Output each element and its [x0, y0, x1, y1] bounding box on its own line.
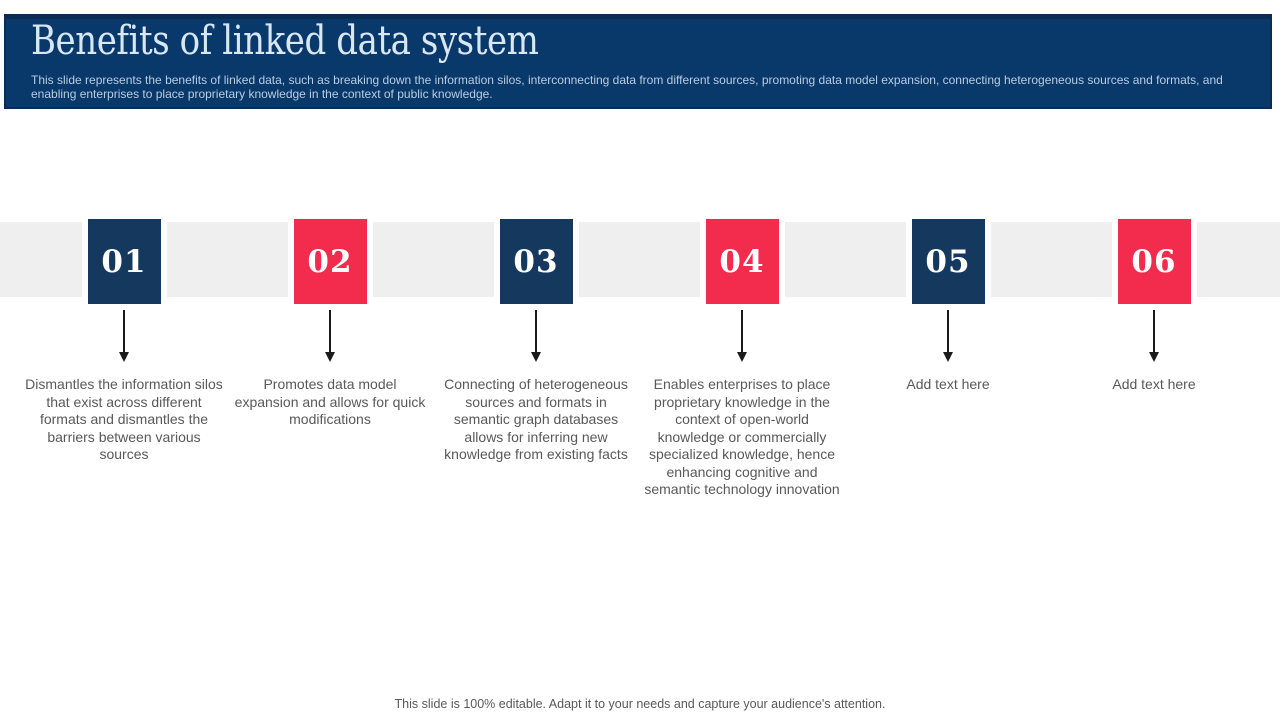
step-column: 02 Promotes data model expansion and all… — [227, 219, 433, 499]
step-number-badge: 04 — [699, 219, 785, 304]
steps-row: 01 Dismantles the information silos that… — [21, 219, 1257, 499]
arrow-head — [1149, 352, 1159, 362]
slide-footer-note: This slide is 100% editable. Adapt it to… — [394, 697, 886, 711]
step-number: 05 — [925, 243, 971, 280]
slide-subtitle: This slide represents the benefits of li… — [31, 73, 1223, 101]
timeline-band — [0, 222, 1280, 297]
step-column: 05 Add text here — [845, 219, 1051, 499]
text-placeholder[interactable]: Add text here — [1112, 376, 1196, 392]
down-arrow-icon — [530, 310, 542, 362]
arrow-head — [325, 352, 335, 362]
down-arrow-icon — [118, 310, 130, 362]
arrow-line — [947, 310, 949, 353]
down-arrow-icon — [942, 310, 954, 362]
step-column: 03 Connecting of heterogeneous sources a… — [433, 219, 639, 499]
step-column: 01 Dismantles the information silos that… — [21, 219, 227, 499]
arrow-head — [737, 352, 747, 362]
step-description: Connecting of heterogeneous sources and … — [444, 376, 628, 462]
text-placeholder[interactable]: Add text here — [906, 376, 990, 392]
arrow-head — [531, 352, 541, 362]
step-number-badge: 02 — [287, 219, 373, 304]
step-description: Dismantles the information silos that ex… — [25, 376, 223, 462]
step-number: 02 — [307, 243, 353, 280]
arrow-line — [1153, 310, 1155, 353]
step-number: 06 — [1131, 243, 1177, 280]
step-description: Promotes data model expansion and allows… — [234, 376, 426, 427]
step-number-badge: 05 — [905, 219, 991, 304]
arrow-head — [943, 352, 953, 362]
step-number: 04 — [719, 243, 765, 280]
down-arrow-icon — [1148, 310, 1160, 362]
slide-title: Benefits of linked data system — [31, 18, 539, 64]
step-column: 06 Add text here — [1051, 219, 1257, 499]
step-description: Enables enterprises to place proprietary… — [644, 376, 840, 497]
down-arrow-icon — [736, 310, 748, 362]
arrow-head — [119, 352, 129, 362]
arrow-line — [535, 310, 537, 353]
step-number: 03 — [513, 243, 559, 280]
arrow-line — [123, 310, 125, 353]
step-number: 01 — [101, 243, 147, 280]
step-column: 04 Enables enterprises to place propriet… — [639, 219, 845, 499]
down-arrow-icon — [324, 310, 336, 362]
arrow-line — [329, 310, 331, 353]
step-number-badge: 03 — [493, 219, 579, 304]
arrow-line — [741, 310, 743, 353]
step-number-badge: 06 — [1111, 219, 1197, 304]
slide-header: Benefits of linked data system This slid… — [4, 14, 1272, 109]
step-number-badge: 01 — [81, 219, 167, 304]
